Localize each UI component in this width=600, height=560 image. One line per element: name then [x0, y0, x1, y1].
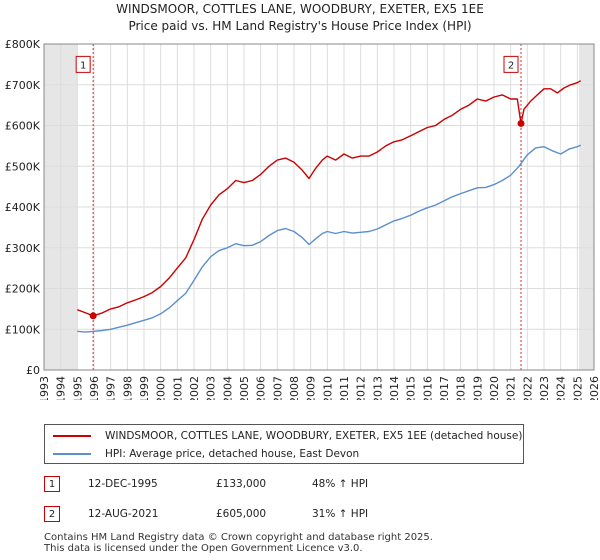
chart-subtitle: Price paid vs. HM Land Registry's House … [128, 19, 472, 33]
x-tick-label: 1998 [121, 376, 134, 400]
annotation-box [75, 55, 91, 73]
legend-item-hpi: HPI: Average price, detached house, East… [53, 446, 359, 462]
footer: Contains HM Land Registry data © Crown c… [44, 532, 433, 554]
transaction-date: 12-DEC-1995 [88, 478, 158, 490]
x-tick-label: 2002 [188, 376, 201, 400]
annotation-label: 1 [80, 60, 86, 71]
y-tick-label: £800K [5, 38, 41, 51]
x-tick-label: 2001 [171, 376, 184, 400]
sale-marker [517, 119, 525, 127]
x-tick-label: 2020 [488, 376, 501, 400]
x-tick-label: 2011 [338, 376, 351, 400]
transaction-hpi: 48% ↑ HPI [312, 478, 369, 490]
series-line-property [77, 80, 582, 317]
legend-label-hpi: HPI: Average price, detached house, East… [105, 448, 360, 460]
legend-item-property: WINDSMOOR, COTTLES LANE, WOODBURY, EXETE… [53, 428, 522, 444]
y-tick-label: £600K [5, 120, 41, 133]
x-tick-label: 2015 [405, 376, 418, 400]
x-tick-label: 2017 [438, 376, 451, 400]
legend: WINDSMOOR, COTTLES LANE, WOODBURY, EXETE… [44, 424, 524, 464]
x-tick-label: 2008 [288, 376, 301, 400]
price-chart: £0 £100K £200K £300K £400K £500K £600K £700K £80… [5, 38, 600, 400]
x-tick-label: 2013 [371, 376, 384, 400]
x-tick-label: 2000 [155, 376, 168, 400]
legend-label-property: WINDSMOOR, COTTLES LANE, WOODBURY, EXETE… [105, 430, 523, 442]
x-tick-label: 2019 [471, 376, 484, 400]
x-tick-label: 2026 [588, 376, 600, 400]
transaction-row: 1 12-DEC-1995 £133,000 48% ↑ HPI [44, 476, 464, 494]
x-tick-label: 1995 [71, 376, 84, 400]
y-tick-label: £300K [5, 242, 41, 255]
transaction-badge: 2 [44, 506, 60, 522]
x-tick-label: 2014 [388, 376, 401, 400]
x-tick-label: 1996 [88, 376, 101, 400]
x-tick-label: 2022 [521, 376, 534, 400]
annotation-label: 2 [508, 60, 514, 71]
x-tick-label: 2004 [221, 376, 234, 400]
x-tick-label: 2009 [305, 376, 318, 400]
x-tick-label: 2018 [455, 376, 468, 400]
x-tick-label: 2021 [505, 376, 518, 400]
x-tick-label: 1993 [38, 376, 51, 400]
footer-copyright: Contains HM Land Registry data © Crown c… [44, 532, 433, 543]
x-tick-label: 1994 [55, 376, 68, 400]
y-tick-label: £700K [5, 79, 41, 92]
x-tick-label: 2003 [205, 376, 218, 400]
chart-title: WINDSMOOR, COTTLES LANE, WOODBURY, EXETE… [116, 2, 484, 16]
x-tick-label: 2010 [321, 376, 334, 400]
annotation-box [503, 55, 519, 73]
y-tick-label: £200K [5, 283, 41, 296]
x-tick-label: 2005 [238, 376, 251, 400]
y-tick-label: £400K [5, 201, 41, 214]
x-tick-label: 2006 [255, 376, 268, 400]
transaction-price: £133,000 [216, 478, 267, 490]
x-tick-label: 2025 [571, 376, 584, 400]
x-tick-label: 2023 [538, 376, 551, 400]
transaction-date: 12-AUG-2021 [88, 508, 159, 520]
y-tick-label: £0 [26, 364, 40, 377]
transaction-price: £605,000 [216, 508, 267, 520]
legend-swatch-red [53, 435, 91, 437]
x-tick-label: 2012 [355, 376, 368, 400]
y-tick-label: £500K [5, 160, 41, 173]
transaction-badge: 1 [44, 476, 60, 492]
sale-marker [89, 312, 97, 320]
x-tick-label: 2016 [421, 376, 434, 400]
transaction-row: 2 12-AUG-2021 £605,000 31% ↑ HPI [44, 506, 464, 524]
plot-border [43, 43, 595, 371]
x-tick-label: 2024 [555, 376, 568, 400]
footer-license: This data is licensed under the Open Gov… [44, 543, 363, 554]
x-tick-label: 2007 [271, 376, 284, 400]
legend-swatch-blue [53, 453, 91, 455]
x-tick-label: 1999 [138, 376, 151, 400]
transaction-hpi: 31% ↑ HPI [312, 508, 369, 520]
y-tick-label: £100K [5, 323, 41, 336]
x-tick-label: 1997 [105, 376, 118, 400]
series-line-hpi [77, 144, 581, 333]
